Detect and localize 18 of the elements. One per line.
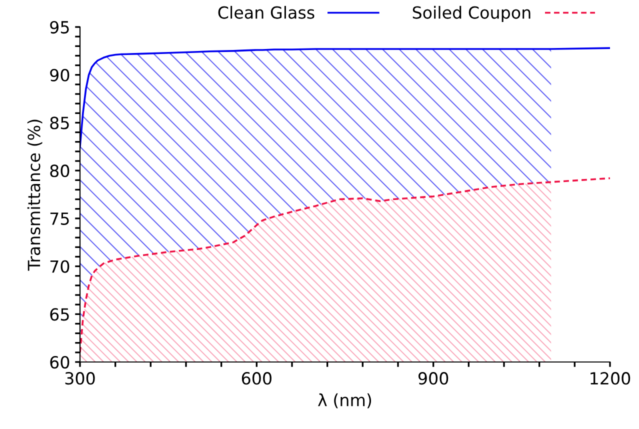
x-tick-label: 600 [242,372,272,385]
y-tick-label: 60 [50,356,70,369]
y-tick-label: 90 [50,68,70,82]
y-tick-label: 65 [50,308,69,321]
x-tick-label: 300 [65,372,95,385]
legend-label: Clean Glass [218,6,314,19]
y-tick-label: 85 [50,116,69,130]
y-tick-label: 70 [50,260,70,273]
line-series [80,177,610,354]
line-series [80,47,610,148]
y-tick-label: 95 [50,20,69,34]
y-tick-label: 75 [50,212,69,225]
legend-label: Soiled Coupon [412,6,530,22]
x-tick-label: 1200 [590,372,630,385]
x-axis-title: λ (nm) [318,393,372,408]
y-axis-title: Transmittance (%) [27,120,42,271]
y-tick-label: 80 [50,164,70,178]
x-tick-label: 900 [418,372,448,385]
